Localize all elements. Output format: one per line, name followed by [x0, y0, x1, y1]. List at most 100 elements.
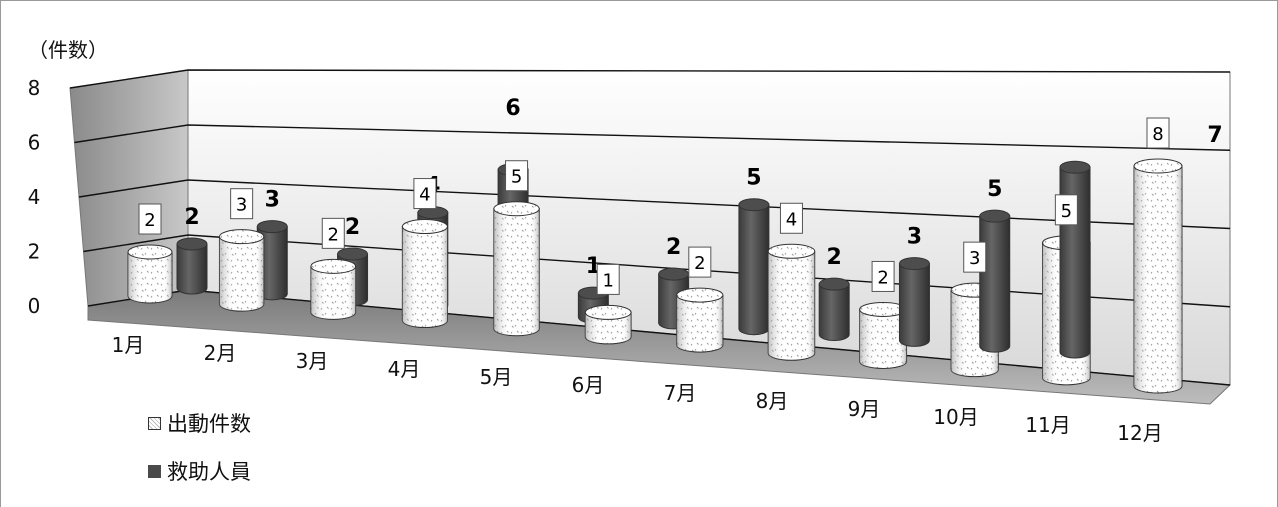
gridline	[74, 124, 1231, 151]
data-label-box	[1054, 194, 1078, 226]
data-label-series-2: 2	[827, 245, 842, 270]
data-label-box	[505, 160, 529, 192]
x-tick-label: 4月	[388, 357, 421, 381]
data-label-box	[321, 217, 345, 249]
bar-series-2-top	[176, 237, 208, 251]
bar-series-1	[127, 244, 173, 304]
gridline	[69, 69, 1231, 89]
bar-series-2	[1059, 160, 1091, 359]
data-label-series-2: 2	[666, 235, 681, 260]
bar-series-1-top	[676, 287, 724, 303]
data-label-series-1: 5	[1061, 201, 1072, 222]
bar-series-1-shade	[310, 266, 356, 320]
bar-series-1-shade	[402, 226, 448, 328]
bar-series-2-body	[818, 283, 850, 342]
bar-series-2-top	[898, 257, 930, 271]
bar-series-1	[310, 258, 357, 320]
data-label-series-1: 3	[236, 195, 247, 216]
data-label-series-1: 8	[1152, 124, 1163, 145]
bar-series-2-top	[337, 247, 369, 261]
data-label-box	[688, 246, 712, 278]
legend-item-series-1: 出動件数	[148, 410, 251, 436]
bar-series-1-shade	[768, 251, 815, 361]
x-tick-label: 3月	[296, 349, 329, 373]
x-tick-label: 1月	[112, 333, 145, 357]
bar-series-1-shade	[859, 309, 907, 369]
data-label-series-2: 2	[345, 215, 360, 240]
data-label-box	[138, 203, 162, 235]
x-tick-label: 2月	[204, 341, 237, 365]
bar-series-1	[493, 201, 540, 337]
data-label-box	[596, 263, 620, 295]
bar-series-1-top	[401, 219, 448, 235]
bar-series-2	[898, 257, 930, 347]
data-label-series-1: 4	[419, 185, 430, 206]
bar-series-1-shade	[219, 236, 264, 312]
data-label-series-1: 2	[877, 267, 888, 288]
data-label-series-1: 5	[511, 167, 522, 188]
bar-series-1	[584, 304, 632, 345]
x-tick-label: 5月	[480, 365, 513, 389]
bar-series-1-top	[218, 229, 265, 245]
legend-swatch-dark	[148, 464, 161, 478]
data-label-series-1: 2	[144, 210, 155, 231]
bar-series-1-top	[310, 258, 357, 274]
bar-series-2	[979, 209, 1011, 353]
data-label-series-1: 1	[602, 270, 613, 291]
bar-series-2-body	[738, 204, 770, 336]
y-tick-label: 8	[28, 76, 41, 100]
bar-series-1	[1133, 158, 1183, 394]
x-tick-label: 6月	[572, 373, 605, 397]
legend-swatch-dotted	[148, 416, 161, 430]
bar-series-2-body	[979, 215, 1011, 353]
data-label-series-2: 6	[505, 96, 520, 121]
bar-series-1-top	[767, 243, 816, 259]
bar-series-1-shade	[128, 252, 172, 303]
data-label-series-2: 3	[265, 188, 280, 213]
legend: 出動件数 救助人員	[148, 410, 251, 506]
data-label-box	[413, 178, 437, 210]
y-axis-label: （件数）	[28, 38, 108, 62]
data-label-box	[871, 260, 895, 292]
data-label-series-2: 5	[987, 177, 1002, 202]
y-tick-label: 4	[28, 185, 41, 209]
x-tick-label: 11月	[1025, 413, 1070, 437]
data-label-series-1: 3	[969, 248, 980, 269]
bar-series-1	[767, 243, 816, 361]
bar-series-2-top	[979, 209, 1011, 223]
data-label-series-2: 7	[1207, 123, 1222, 148]
bar-series-2	[176, 237, 208, 295]
bar-series-1-shade	[493, 208, 540, 336]
bar-series-1-top	[1133, 158, 1183, 174]
data-label-box	[963, 241, 987, 273]
data-label-box	[230, 188, 254, 220]
x-tick-label: 10月	[933, 405, 978, 429]
bar-series-1	[218, 229, 265, 312]
bar-series-2	[818, 277, 850, 342]
bar-series-2-top	[738, 198, 770, 212]
data-label-series-2: 3	[907, 225, 922, 250]
bar-series-2-body	[898, 263, 930, 347]
data-label-series-1: 4	[786, 209, 797, 230]
bar-series-1	[676, 287, 724, 353]
gridline	[78, 179, 1231, 230]
data-label-series-1: 2	[328, 224, 339, 245]
data-label-series-2: 2	[184, 205, 199, 230]
x-tick-label: 8月	[756, 389, 789, 413]
legend-label-series-2: 救助人員	[167, 460, 251, 484]
legend-label-series-1: 出動件数	[167, 412, 251, 436]
bar-series-2-top	[658, 267, 690, 281]
bar-series-1-shade	[1134, 166, 1182, 393]
bar-series-2-body	[176, 243, 208, 295]
x-tick-label: 7月	[664, 381, 697, 405]
data-label-series-2: 5	[746, 166, 761, 191]
bar-series-1	[401, 219, 448, 329]
bar-series-1-top	[127, 244, 173, 260]
bar-series-1-shade	[585, 312, 632, 344]
data-label-series-1: 2	[694, 253, 705, 274]
x-tick-label: 12月	[1117, 421, 1162, 445]
y-tick-label: 2	[28, 240, 41, 264]
y-tick-label: 6	[28, 131, 41, 155]
x-tick-label: 9月	[848, 397, 881, 421]
bar-series-2-top	[818, 277, 850, 291]
